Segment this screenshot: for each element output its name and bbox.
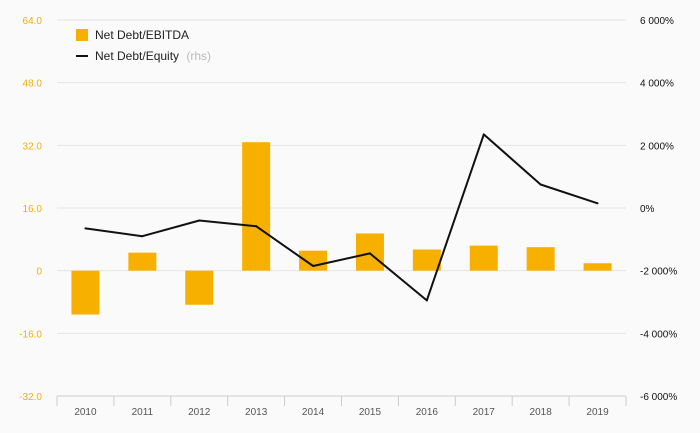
point-2015 — [368, 252, 371, 255]
point-2012 — [198, 219, 201, 222]
bar-2016 — [412, 249, 441, 271]
bar-2012 — [185, 270, 214, 305]
legend-label-line-name: Net Debt/Equity — [95, 49, 179, 63]
x-tick-label: 2012 — [188, 407, 211, 418]
right-tick-label: 4 000% — [640, 79, 674, 90]
bar-2014 — [299, 250, 328, 271]
x-axis-ticks: 2010 2011 2012 2013 2014 2015 2016 2017 2018 2019 — [74, 407, 609, 418]
bar-2011 — [128, 252, 157, 271]
bars-net-debt-ebitda — [71, 142, 612, 315]
bar-2013 — [242, 142, 271, 271]
left-tick-label: 32.0 — [23, 141, 43, 152]
point-2013 — [255, 225, 258, 228]
x-tick-label: 2018 — [530, 407, 553, 418]
left-tick-label: 0 — [36, 267, 42, 278]
series-line-net-debt-equity — [85, 133, 598, 302]
x-tick-label: 2014 — [302, 407, 325, 418]
line-net-debt-equity — [84, 133, 599, 302]
left-tick-label: 48.0 — [23, 79, 43, 90]
legend-label-bar: Net Debt/EBITDA — [95, 28, 189, 42]
x-tick-label: 2016 — [416, 407, 439, 418]
right-axis-ticks: -6 000% -4 000% -2 000% 0% 2 000% 4 000% 6 000… — [640, 16, 677, 403]
legend-label-line-suffix: (rhs) — [186, 49, 211, 63]
point-2011 — [141, 235, 144, 238]
bar-2018 — [526, 247, 555, 271]
x-tick-label: 2010 — [74, 407, 97, 418]
bar-2019 — [583, 263, 612, 271]
right-tick-label: -4 000% — [640, 329, 677, 340]
bar-2015 — [355, 233, 384, 271]
point-2014 — [312, 264, 315, 267]
gridlines — [57, 19, 626, 397]
bar-2017 — [469, 245, 498, 271]
legend-label-line: Net Debt/Equity (rhs) — [95, 49, 211, 63]
x-axis — [56, 395, 627, 406]
left-tick-label: 64.0 — [23, 16, 43, 27]
right-tick-label: -2 000% — [640, 267, 677, 278]
x-tick-label: 2019 — [586, 407, 609, 418]
left-tick-label: 16.0 — [23, 204, 43, 215]
point-2017 — [482, 133, 485, 136]
point-2010 — [84, 227, 87, 230]
right-tick-label: -6 000% — [640, 392, 677, 403]
legend: Net Debt/EBITDA Net Debt/Equity (rhs) — [76, 28, 211, 63]
x-tick-label: 2011 — [132, 407, 154, 418]
x-tick-label: 2013 — [245, 407, 268, 418]
point-2018 — [539, 183, 542, 186]
right-tick-label: 2 000% — [640, 141, 674, 152]
legend-swatch-bar — [76, 29, 88, 41]
right-tick-label: 6 000% — [640, 16, 674, 27]
left-axis-ticks: -32.0 -16.0 0 16.0 32.0 48.0 64.0 — [19, 16, 42, 403]
x-tick-label: 2015 — [359, 407, 382, 418]
left-tick-label: -16.0 — [19, 329, 42, 340]
x-tick-label: 2017 — [473, 407, 496, 418]
point-2019 — [596, 202, 599, 205]
right-tick-label: 0% — [640, 204, 655, 215]
point-2016 — [425, 299, 428, 302]
left-tick-label: -32.0 — [19, 392, 42, 403]
bar-2010 — [71, 270, 100, 315]
